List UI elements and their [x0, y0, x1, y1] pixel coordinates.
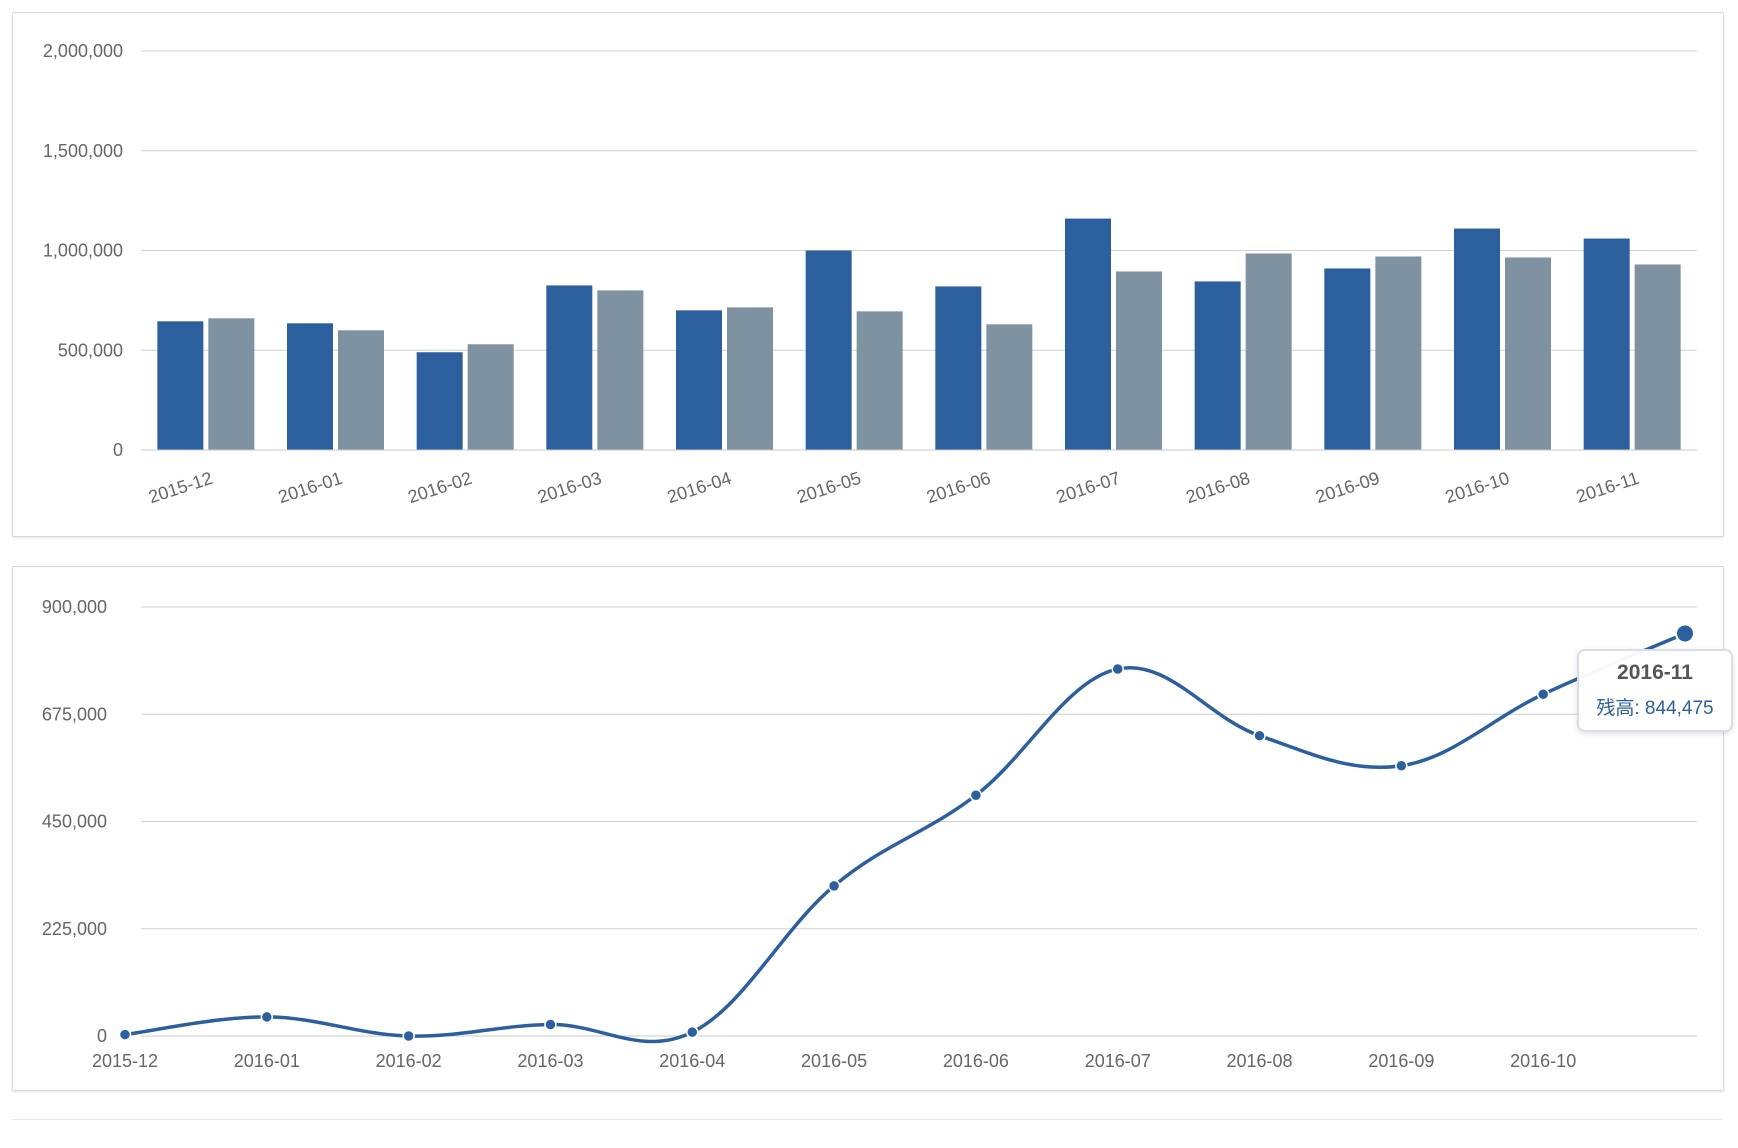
bar-2016-02-series-1[interactable] — [416, 352, 463, 450]
data-point-2016-03[interactable] — [544, 1018, 557, 1031]
bar-2016-10-series-1[interactable] — [1454, 228, 1500, 450]
y-tick-label: 450,000 — [42, 812, 107, 832]
bar-2016-03-series-1[interactable] — [546, 285, 593, 450]
y-tick-label: 1,500,000 — [43, 141, 123, 161]
x-tick-label: 2016-08 — [1227, 1051, 1293, 1071]
x-tick-label: 2016-10 — [1443, 468, 1512, 507]
x-tick-label: 2016-01 — [276, 468, 345, 507]
next-panel-edge — [12, 1119, 1722, 1130]
x-tick-label: 2016-02 — [405, 468, 474, 507]
x-tick-label: 2016-06 — [924, 468, 993, 507]
data-point-2016-08[interactable] — [1253, 729, 1266, 742]
tooltip-title: 2016-11 — [1617, 661, 1693, 685]
x-tick-label: 2016-07 — [1054, 468, 1123, 507]
data-point-2016-01[interactable] — [260, 1010, 274, 1024]
x-tick-label: 2016-10 — [1510, 1051, 1576, 1071]
bar-2016-06-series-2[interactable] — [986, 324, 1033, 450]
data-point-2016-02[interactable] — [402, 1029, 415, 1043]
chart-tooltip: 2016-11 残高: 844,475 — [1577, 649, 1733, 733]
x-tick-label: 2016-05 — [794, 468, 863, 507]
line-chart: 0 225,000 450,000 675,000 900,000 2015-12 2016… — [42, 597, 1697, 1071]
bar-chart-panel: 0 500,000 1,000,000 1,500,000 2,000,000 2015-… — [12, 12, 1724, 537]
data-point-2016-09[interactable] — [1395, 759, 1408, 772]
x-tick-label: 2016-09 — [1368, 1051, 1434, 1071]
y-tick-label: 500,000 — [58, 340, 123, 360]
bar-2016-09-series-1[interactable] — [1324, 268, 1371, 450]
bar-2016-05-series-2[interactable] — [856, 311, 903, 450]
bar-2015-12-series-1[interactable] — [157, 321, 204, 450]
x-tick-label: 2016-09 — [1313, 468, 1382, 507]
x-tick-label: 2016-04 — [659, 1051, 725, 1071]
data-point-2016-07[interactable] — [1111, 662, 1124, 676]
bar-2016-02-series-2[interactable] — [467, 344, 514, 450]
data-point-2016-04[interactable] — [686, 1025, 699, 1039]
x-tick-label: 2016-08 — [1183, 468, 1252, 507]
y-tick-label: 225,000 — [42, 919, 107, 939]
bar-2016-04-series-2[interactable] — [727, 307, 773, 450]
line-markers — [118, 623, 1695, 1043]
y-tick-label: 0 — [97, 1026, 107, 1046]
bar-2016-07-series-1[interactable] — [1065, 218, 1111, 450]
x-tick-label: 2016-05 — [801, 1051, 867, 1071]
bar-2016-11-series-1[interactable] — [1583, 238, 1630, 450]
data-point-2016-05[interactable] — [827, 879, 841, 893]
bar-2016-03-series-2[interactable] — [597, 290, 644, 450]
bar-2016-05-series-1[interactable] — [805, 250, 852, 451]
bar-2016-08-series-2[interactable] — [1245, 253, 1292, 450]
data-point-2016-06[interactable] — [969, 789, 983, 802]
x-tick-label: 2016-11 — [1574, 468, 1642, 507]
bar-2016-08-series-1[interactable] — [1194, 281, 1241, 450]
y-tick-label: 2,000,000 — [43, 41, 123, 61]
bar-2016-10-series-2[interactable] — [1505, 257, 1551, 450]
x-tick-label: 2016-03 — [535, 468, 604, 507]
line-series — [123, 631, 1687, 1044]
data-point-2016-10[interactable] — [1536, 687, 1550, 701]
bar-2016-01-series-1[interactable] — [287, 323, 333, 450]
y-gridlines — [141, 606, 1697, 1037]
x-tick-label: 2016-04 — [665, 468, 734, 507]
bar-2016-04-series-1[interactable] — [676, 310, 722, 450]
x-axis: 2015-12 2016-01 2016-02 2016-03 2016-04 2016-… — [146, 468, 1641, 507]
tooltip-value: 残高: 844,475 — [1596, 698, 1714, 720]
y-tick-label: 900,000 — [42, 597, 107, 617]
bar-2016-11-series-2[interactable] — [1634, 264, 1681, 450]
bar-2015-12-series-2[interactable] — [208, 318, 255, 450]
y-axis: 0 500,000 1,000,000 1,500,000 2,000,000 — [43, 41, 123, 460]
y-axis: 0 225,000 450,000 675,000 900,000 — [42, 597, 107, 1046]
bar-chart: 0 500,000 1,000,000 1,500,000 2,000,000 2015-… — [43, 41, 1697, 507]
bar-2016-07-series-2[interactable] — [1116, 271, 1162, 450]
bar-2016-09-series-2[interactable] — [1375, 256, 1422, 450]
data-point-2016-11[interactable] — [1675, 623, 1695, 644]
x-tick-label: 2016-02 — [376, 1051, 442, 1071]
data-point-2015-12[interactable] — [118, 1028, 132, 1041]
x-tick-label: 2016-01 — [234, 1051, 300, 1071]
line-chart-panel: 0 225,000 450,000 675,000 900,000 2015-12 2016… — [12, 566, 1733, 1091]
x-axis: 2015-12 2016-01 2016-02 2016-03 2016-04 2016-… — [92, 1051, 1576, 1071]
x-tick-label: 2016-06 — [943, 1051, 1009, 1071]
x-tick-label: 2016-03 — [517, 1051, 583, 1071]
y-tick-label: 0 — [113, 440, 123, 460]
x-tick-label: 2015-12 — [146, 468, 215, 507]
bar-2016-01-series-2[interactable] — [338, 330, 384, 450]
y-tick-label: 1,000,000 — [43, 241, 123, 261]
bar-2016-06-series-1[interactable] — [935, 286, 982, 450]
bar-series — [157, 218, 1681, 451]
x-tick-label: 2015-12 — [92, 1051, 158, 1071]
x-tick-label: 2016-07 — [1085, 1051, 1151, 1071]
y-tick-label: 675,000 — [42, 704, 107, 724]
